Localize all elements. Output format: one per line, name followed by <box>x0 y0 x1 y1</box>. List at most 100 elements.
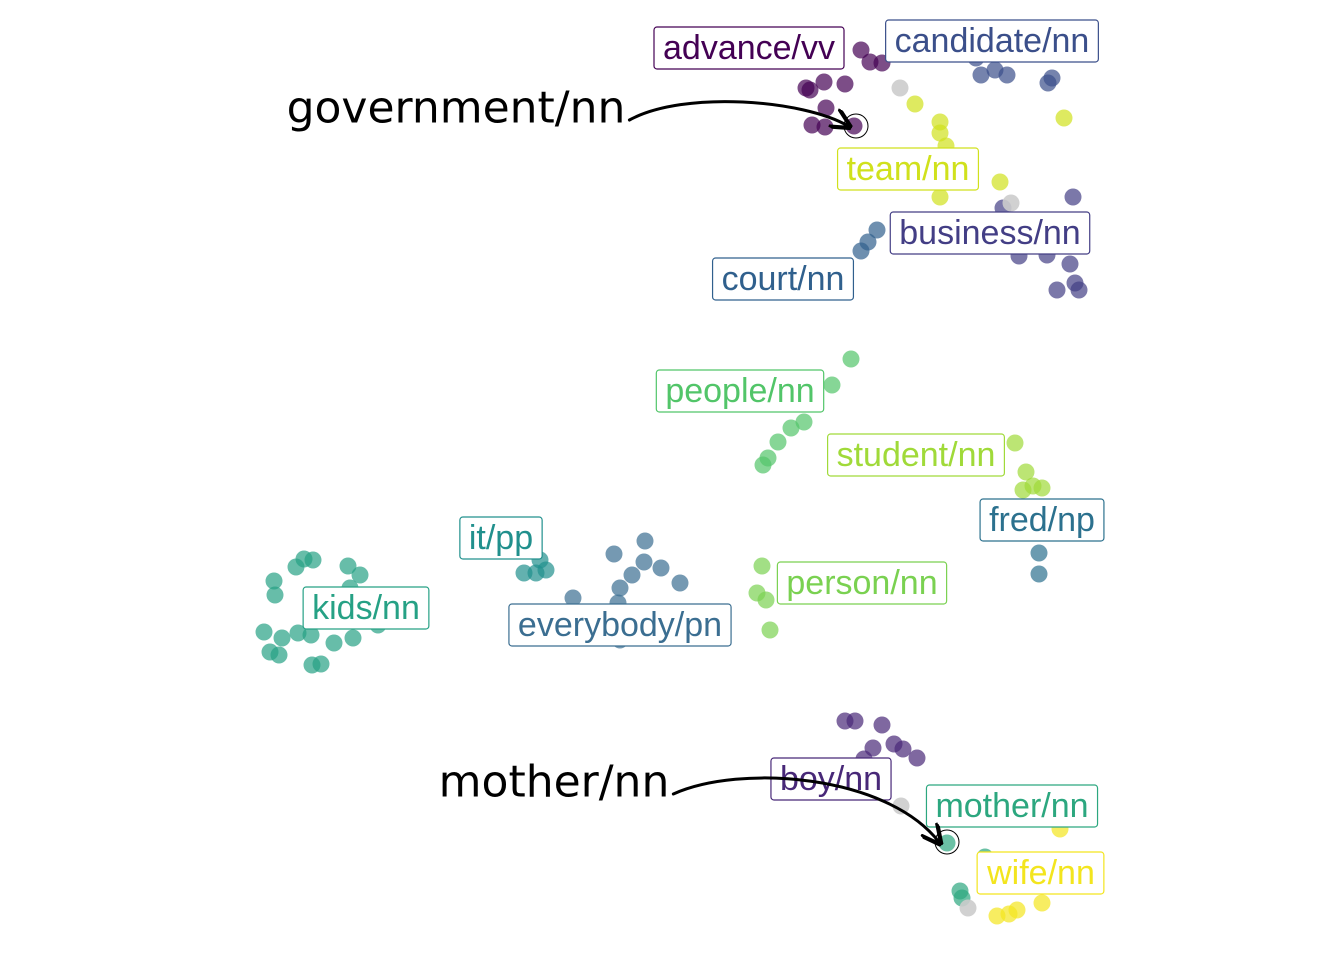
annotation-text-government-nn: government/nn <box>287 83 626 134</box>
point-team-nn-5 <box>931 188 949 206</box>
label-box-team-nn <box>836 147 980 191</box>
label-box-student-nn <box>827 433 1005 477</box>
annotation-arrow-0 <box>627 100 848 126</box>
label-box-person-nn <box>776 561 948 605</box>
annotation-arrow-1 <box>671 776 939 842</box>
label-text-people-nn: people/nn <box>665 372 814 410</box>
point-people-nn-3 <box>782 419 800 437</box>
point-team-nn-4 <box>991 173 1009 191</box>
point-advance-vv-2 <box>836 75 854 93</box>
label-box-advance-vv <box>653 26 845 70</box>
point-kids-nn-12 <box>325 634 343 652</box>
point-kids-nn-2 <box>287 558 305 576</box>
point-court-nn-1 <box>868 221 886 239</box>
point-other-1 <box>1002 194 1020 212</box>
point-student-nn-0 <box>1006 434 1024 452</box>
label-kids-nn: kids/nn <box>302 586 430 630</box>
point-wife-nn-4 <box>988 907 1006 925</box>
label-box-mother-nn <box>925 784 1099 828</box>
point-everybody-pn-5 <box>671 574 689 592</box>
point-student-nn-1 <box>1017 463 1035 481</box>
label-box-wife-nn <box>976 851 1105 895</box>
point-business-nn-5 <box>1048 281 1066 299</box>
point-person-nn-2 <box>757 591 775 609</box>
label-mother-nn: mother/nn <box>925 784 1099 828</box>
label-text-everybody-pn: everybody/pn <box>518 606 722 644</box>
point-boy-nn-2 <box>873 716 891 734</box>
label-text-team-nn: team/nn <box>847 150 970 188</box>
point-student-nn-4 <box>1033 479 1051 497</box>
point-kids-nn-11 <box>302 626 320 644</box>
label-box-fred-np <box>979 498 1105 542</box>
label-candidate-nn: candidate/nn <box>885 19 1099 63</box>
point-business-nn-7 <box>1070 281 1088 299</box>
point-business-nn-4 <box>1061 255 1079 273</box>
point-people-nn-4 <box>769 433 787 451</box>
point-kids-nn-13 <box>344 629 362 647</box>
point-business-nn-0 <box>1064 188 1082 206</box>
label-box-everybody-pn <box>508 603 732 647</box>
point-everybody-pn-3 <box>623 566 641 584</box>
point-kids-nn-1 <box>304 551 322 569</box>
point-boy-nn-5 <box>908 749 926 767</box>
point-kids-nn-17 <box>312 655 330 673</box>
point-advance-vv-1 <box>815 73 833 91</box>
labels-layer: advance/vv candidate/nn team/nn business/nn… <box>302 19 1105 895</box>
point-fred-np-1 <box>1030 565 1048 583</box>
point-kids-nn-10 <box>289 624 307 642</box>
label-team-nn: team/nn <box>836 147 980 191</box>
point-candidate-nn-4 <box>1043 69 1061 87</box>
label-text-mother-nn: mother/nn <box>935 787 1088 825</box>
point-people-nn-0 <box>842 350 860 368</box>
point-student-nn-3 <box>1014 481 1032 499</box>
label-people-nn: people/nn <box>655 369 825 413</box>
point-everybody-pn-0 <box>605 545 623 563</box>
label-text-person-nn: person/nn <box>786 564 937 602</box>
label-box-kids-nn <box>302 586 430 630</box>
point-team-nn-2 <box>931 124 949 142</box>
label-box-people-nn <box>655 369 825 413</box>
label-text-court-nn: court/nn <box>722 260 845 298</box>
point-other-2 <box>892 797 910 815</box>
point-kids-nn-4 <box>351 566 369 584</box>
label-text-wife-nn: wife/nn <box>986 854 1095 892</box>
label-box-business-nn <box>889 211 1091 255</box>
point-boy-nn-4 <box>894 740 912 758</box>
point-other-3 <box>959 899 977 917</box>
label-text-student-nn: student/nn <box>837 436 996 474</box>
label-box-court-nn <box>711 257 855 301</box>
label-person-nn: person/nn <box>776 561 948 605</box>
label-box-candidate-nn <box>885 19 1099 63</box>
point-candidate-nn-2 <box>998 66 1016 84</box>
label-text-it-pp: it/pp <box>469 519 533 557</box>
point-people-nn-6 <box>754 456 772 474</box>
label-box-it-pp <box>459 516 543 560</box>
annotation-layer: government/nn mother/nn <box>287 83 939 843</box>
label-text-business-nn: business/nn <box>899 214 1080 252</box>
point-team-nn-6 <box>1055 109 1073 127</box>
point-kids-nn-15 <box>270 646 288 664</box>
label-everybody-pn: everybody/pn <box>508 603 732 647</box>
point-kids-nn-9 <box>273 629 291 647</box>
label-text-candidate-nn: candidate/nn <box>895 22 1090 60</box>
point-everybody-pn-1 <box>636 532 654 550</box>
label-student-nn: student/nn <box>827 433 1005 477</box>
point-kids-nn-5 <box>265 572 283 590</box>
label-it-pp: it/pp <box>459 516 543 560</box>
label-business-nn: business/nn <box>889 211 1091 255</box>
label-advance-vv: advance/vv <box>653 26 845 70</box>
point-court-nn-2 <box>852 242 870 260</box>
point-advance-vv-8 <box>816 118 834 136</box>
point-everybody-pn-2 <box>635 553 653 571</box>
label-text-kids-nn: kids/nn <box>312 589 420 627</box>
points-layer <box>255 41 1088 925</box>
point-advance-vv-3 <box>852 41 870 59</box>
label-wife-nn: wife/nn <box>976 851 1105 895</box>
point-wife-nn-1 <box>1033 894 1051 912</box>
point-it-pp-0 <box>515 564 533 582</box>
point-people-nn-2 <box>795 413 813 431</box>
point-fred-np-0 <box>1030 544 1048 562</box>
label-court-nn: court/nn <box>711 257 855 301</box>
label-text-advance-vv: advance/vv <box>663 29 835 67</box>
